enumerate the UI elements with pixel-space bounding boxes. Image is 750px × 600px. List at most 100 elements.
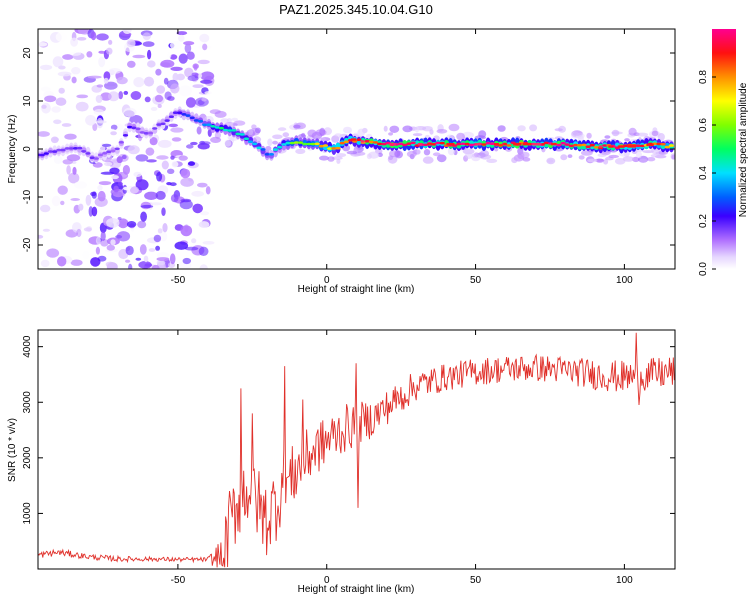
halo-blob — [436, 154, 447, 163]
ridge-point — [264, 153, 270, 156]
noise-blob — [103, 77, 109, 84]
ridge-point — [152, 127, 158, 130]
colorbar-gradient — [712, 29, 736, 269]
noise-blob — [82, 250, 90, 260]
noise-blob — [93, 109, 105, 116]
noise-blob — [121, 154, 127, 160]
noise-blob — [38, 131, 50, 137]
noise-blob — [155, 245, 161, 251]
halo-blob — [520, 151, 530, 159]
halo-blob — [456, 132, 465, 141]
noise-blob — [62, 54, 74, 60]
ridge-point — [114, 147, 120, 151]
noise-blob — [156, 252, 170, 259]
noise-blob — [171, 161, 179, 168]
ridge-point — [197, 119, 204, 123]
noise-blob — [186, 51, 195, 60]
ridge-point — [635, 144, 641, 147]
noise-blob — [91, 206, 98, 217]
noise-blob — [64, 133, 77, 140]
halo-blob — [389, 125, 400, 133]
noise-blob — [176, 73, 186, 81]
ridge-point — [318, 144, 324, 148]
ridge-point — [189, 116, 195, 120]
noise-blob — [98, 181, 112, 186]
noise-blob — [164, 91, 172, 100]
y-tick-label: -20 — [22, 237, 33, 252]
noise-blob — [135, 257, 142, 261]
ridge-peak — [617, 145, 625, 148]
ridge-point — [193, 119, 199, 122]
noise-blob — [184, 67, 194, 78]
ridge-point — [364, 139, 370, 143]
noise-blob — [52, 56, 64, 68]
ridge-point — [127, 125, 133, 129]
ridge-point — [668, 144, 675, 147]
halo-blob — [586, 132, 592, 139]
halo-blob — [611, 129, 620, 137]
ridge-point — [564, 143, 570, 146]
noise-blob — [83, 227, 92, 232]
noise-blob — [184, 43, 192, 54]
noise-blob — [95, 236, 101, 245]
noise-blob — [116, 156, 123, 164]
ridge-point — [402, 143, 408, 147]
noise-blob — [38, 42, 48, 47]
noise-blob — [118, 91, 123, 100]
noise-blob — [170, 127, 184, 133]
ridge-point — [268, 153, 274, 156]
y-tick-label: 3000 — [22, 391, 33, 414]
x-tick-label: 50 — [470, 575, 482, 586]
noise-blob — [126, 39, 136, 48]
noise-blob — [187, 75, 199, 82]
noise-blob — [66, 165, 71, 175]
halo-blob — [560, 154, 568, 161]
noise-blob — [145, 147, 155, 156]
noise-blob — [104, 161, 113, 167]
noise-blob — [122, 165, 130, 175]
noise-blob — [46, 248, 60, 258]
halo-blob — [572, 131, 582, 136]
noise-blob — [143, 255, 149, 263]
noise-blob — [202, 241, 215, 245]
noise-blob — [151, 264, 160, 269]
ridge-peak — [503, 143, 507, 146]
figure-title: PAZ1.2025.345.10.04.G10 — [279, 2, 433, 17]
noise-blob — [85, 115, 97, 126]
noise-blob — [167, 51, 172, 59]
noise-blob — [97, 255, 107, 262]
ridge-point — [177, 111, 183, 114]
halo-blob — [224, 139, 232, 147]
noise-blob — [40, 204, 51, 213]
ridge-point — [398, 142, 404, 146]
noise-blob — [108, 68, 122, 74]
ridge-point — [468, 143, 474, 147]
ridge-point — [581, 143, 587, 147]
noise-blob — [199, 33, 210, 43]
noise-blob — [73, 181, 88, 189]
snr-frame — [37, 329, 676, 570]
noise-blob — [88, 206, 94, 217]
halo-blob — [432, 152, 441, 157]
noise-blob — [135, 154, 149, 162]
spectrogram-y-axis-label: Frequency (Hz) — [7, 115, 18, 184]
halo-blob — [657, 133, 665, 141]
ridge-point — [202, 123, 208, 127]
noise-blob — [156, 171, 163, 182]
halo-blob — [636, 132, 649, 137]
halo-blob — [646, 157, 656, 162]
ridge-point — [585, 145, 591, 148]
halo-blob — [214, 110, 227, 118]
y-tick-label: 0 — [22, 146, 33, 152]
noise-blob — [53, 119, 62, 125]
halo-blob — [307, 129, 317, 138]
colorbar: 0.0 0.2 0.4 0.6 0.8 Normalized spectral ampl… — [698, 29, 749, 276]
noise-blob — [100, 239, 109, 247]
noise-blob — [133, 171, 142, 177]
noise-blob — [201, 97, 207, 102]
noise-blob — [68, 172, 80, 184]
halo-blob — [415, 126, 419, 133]
y-tick-label: 20 — [22, 47, 33, 59]
ridge-point — [77, 146, 83, 150]
noise-blob — [167, 168, 175, 174]
